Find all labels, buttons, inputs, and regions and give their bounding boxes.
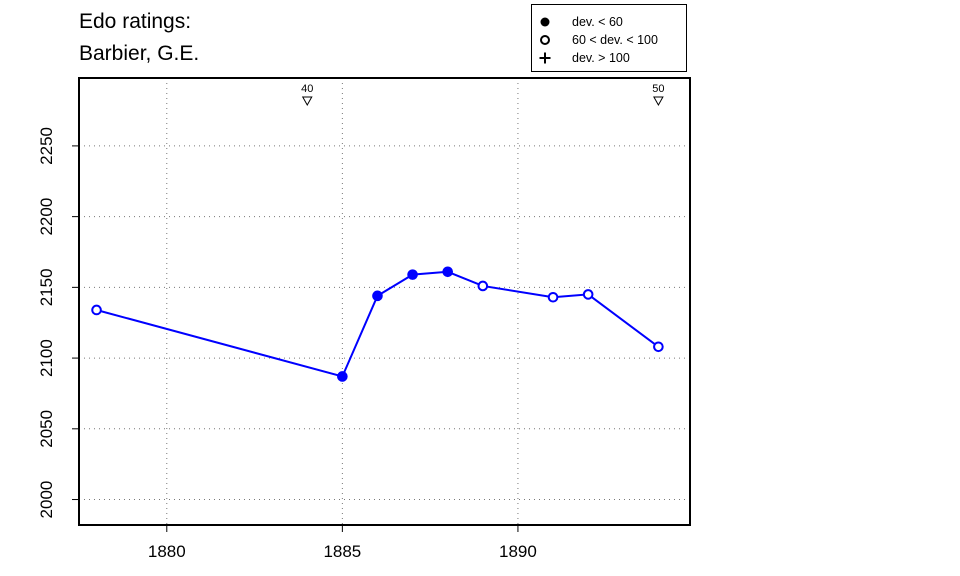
open-circle-icon (540, 35, 550, 45)
legend-label: 60 < dev. < 100 (572, 33, 658, 47)
x-tick-label: 1885 (323, 542, 361, 561)
legend-item-high-dev: dev. > 100 (532, 49, 686, 67)
x-tick-label: 1880 (148, 542, 186, 561)
y-tick-label: 2050 (37, 410, 56, 448)
plot-frame (78, 77, 691, 526)
chart-title-line-2: Barbier, G.E. (79, 42, 200, 65)
legend-label: dev. < 60 (572, 15, 623, 29)
top-marker-label: 50 (652, 83, 664, 95)
y-tick-label: 2000 (37, 481, 56, 519)
data-point-filled (372, 290, 383, 302)
triangle-down-icon (653, 96, 664, 107)
chart-title-line-1: Edo ratings: (79, 10, 192, 33)
triangle-down-icon (301, 96, 313, 107)
data-point-open (547, 291, 559, 303)
y-tick-label: 2150 (37, 268, 56, 306)
x-tick-label: 1890 (499, 542, 537, 561)
legend: dev. < 60 60 < dev. < 100 dev. > 100 (531, 4, 687, 72)
y-tick-label: 2200 (37, 198, 56, 236)
filled-circle-icon (540, 17, 550, 27)
legend-item-low-dev: dev. < 60 (532, 13, 686, 31)
y-tick-label: 2100 (37, 339, 56, 377)
top-marker-label: 40 (301, 83, 313, 95)
data-point-filled (442, 266, 454, 278)
data-point-filled (407, 269, 418, 280)
y-tick-label: 2250 (37, 127, 56, 165)
legend-item-mid-dev: 60 < dev. < 100 (532, 31, 686, 49)
plus-icon (539, 52, 551, 64)
data-point-open (582, 289, 594, 300)
legend-label: dev. > 100 (572, 51, 630, 65)
data-point-filled (337, 371, 348, 382)
data-point-open (653, 341, 664, 353)
data-point-open (91, 304, 102, 316)
data-point-open (477, 280, 489, 292)
